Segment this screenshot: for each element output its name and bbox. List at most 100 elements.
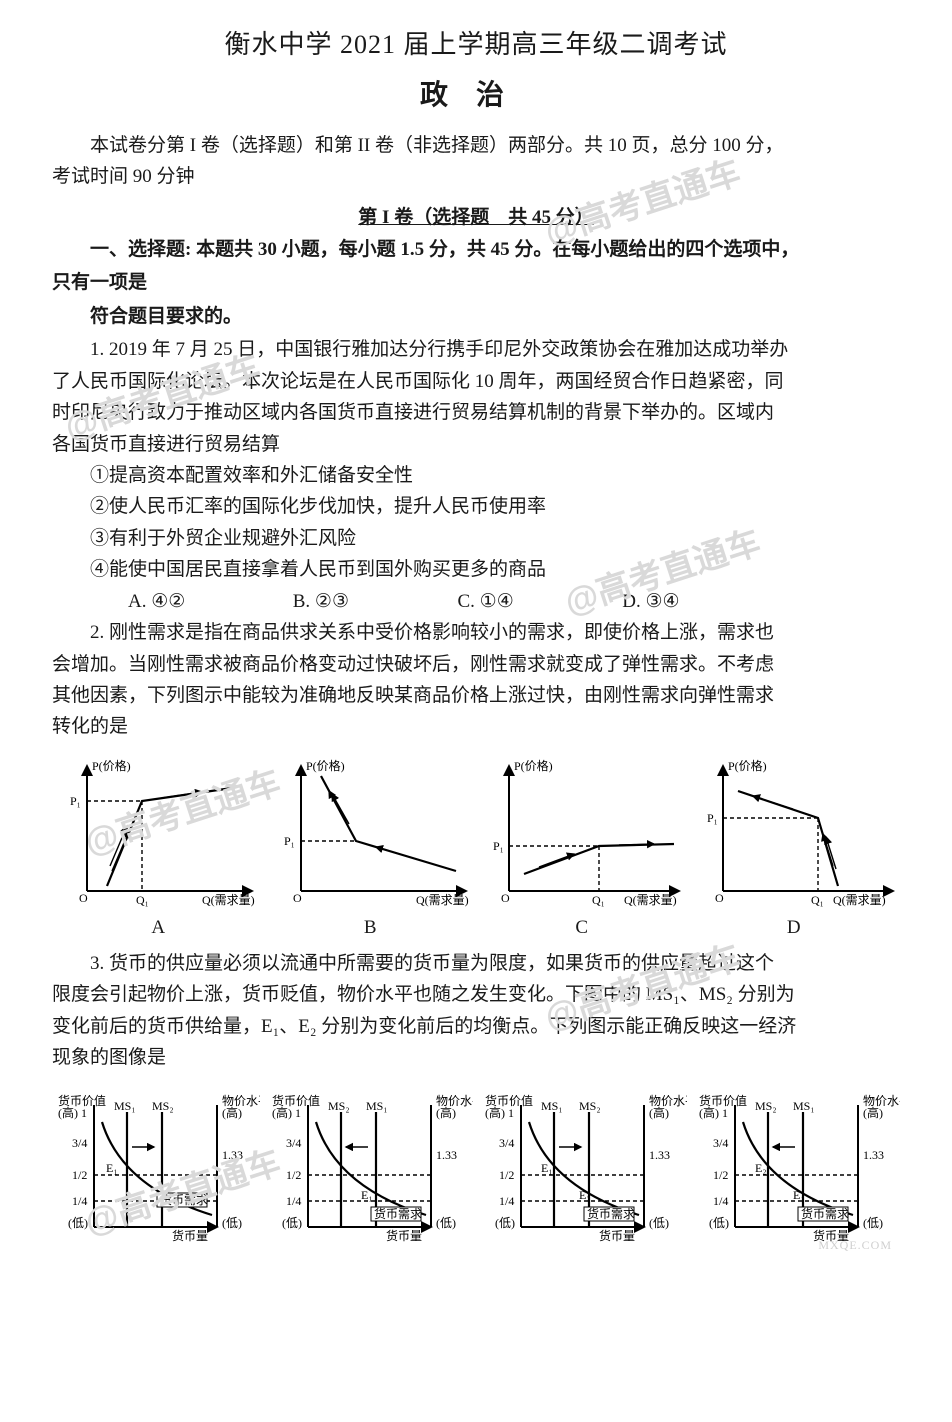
q2-stem: 其他因素，下列图示中能较为准确地反映某商品价格上涨过快，由刚性需求向弹性需求 xyxy=(52,681,900,710)
ms1: MS₁ xyxy=(541,1099,563,1113)
choice-d: D. ③④ xyxy=(584,587,744,616)
y-axis-label: P(价格) xyxy=(92,758,131,773)
right-hi: (高) xyxy=(222,1105,242,1120)
tick: 3/4 xyxy=(286,1136,301,1150)
q3-chart-4: 货币价值 (高) 1 物价水平 (高) 3/4 1/2 1/4 1.33 (低)… xyxy=(693,1087,901,1247)
exam-title: 衡水中学 2021 届上学期高三年级二调考试 xyxy=(52,24,900,61)
q3-stem: 限度会引起物价上涨，货币贬值，物价水平也随之发生变化。下图中的 MS₁、MS₂ … xyxy=(52,980,900,1009)
footer-watermark: MXQE.COM xyxy=(818,1238,892,1253)
tick: 1/4 xyxy=(72,1194,87,1208)
p1-label: P₁ xyxy=(70,794,81,808)
x-axis-label: Q(需求量) xyxy=(624,893,677,907)
p1-label: P₁ xyxy=(493,839,504,853)
origin-label: O xyxy=(79,891,88,905)
right-hi: (高) xyxy=(649,1105,669,1120)
tick-r: 1.33 xyxy=(649,1148,670,1162)
tick: 3/4 xyxy=(713,1136,728,1150)
intro-line: 本试卷分第 I 卷（选择题）和第 II 卷（非选择题）两部分。共 10 页，总分… xyxy=(52,131,900,160)
tick: 1/4 xyxy=(286,1194,301,1208)
tick: 1/2 xyxy=(713,1168,728,1182)
choice-b: B. ②③ xyxy=(255,587,415,616)
right-lo: (低) xyxy=(863,1216,883,1230)
q2-charts: P(价格) Q(需求量) O P₁ Q₁ P(价格) Q(需求量) O P₁ xyxy=(52,756,900,911)
left-lo: (低) xyxy=(68,1216,88,1230)
x-axis-label: Q(需求量) xyxy=(833,893,886,907)
x-label: 货币量 xyxy=(599,1228,635,1243)
left-hi: (高) 1 xyxy=(485,1105,514,1120)
ms2: MS₂ xyxy=(152,1099,174,1113)
x-label: 货币量 xyxy=(386,1228,422,1243)
left-lo: (低) xyxy=(282,1216,302,1230)
label-c: C xyxy=(575,917,588,939)
subject-title: 政治 xyxy=(52,73,900,113)
q1-option-2: ②使人民币汇率的国际化步伐加快，提升人民币使用率 xyxy=(52,492,900,521)
q2-stem: 2. 刚性需求是指在商品供求关系中受价格影响较小的需求，即使价格上涨，需求也 xyxy=(52,618,900,647)
p1-label: P₁ xyxy=(284,834,295,848)
right-hi: (高) xyxy=(436,1105,456,1120)
demand-label: 货币需求 xyxy=(160,1192,208,1207)
q1-label: Q₁ xyxy=(811,893,824,907)
q1-stem: 时印尼央行致力于推动区域内各国货币直接进行贸易结算机制的背景下举办的。区域内 xyxy=(52,398,900,427)
tick: 1/2 xyxy=(286,1168,301,1182)
demand-label: 货币需求 xyxy=(374,1206,422,1221)
q3-chart-2: 货币价值 (高) 1 物价水平 (高) 3/4 1/2 1/4 1.33 (低)… xyxy=(266,1087,474,1247)
q1-option-3: ③有利于外贸企业规避外汇风险 xyxy=(52,524,900,553)
left-hi: (高) 1 xyxy=(699,1105,728,1120)
q1-label: Q₁ xyxy=(592,893,605,907)
instructions-line: 只有一项是 xyxy=(52,268,900,297)
section-1-heading: 第 I 卷（选择题 共 45 分） xyxy=(52,202,900,229)
q1-option-1: ①提高资本配置效率和外汇储备安全性 xyxy=(52,461,900,490)
origin-label: O xyxy=(501,891,510,905)
exam-page: @高考直通车 @高考直通车 @高考直通车 @高考直通车 @高考直通车 @高考直通… xyxy=(0,0,952,1259)
tick: 1/4 xyxy=(499,1194,514,1208)
q1-stem: 各国货币直接进行贸易结算 xyxy=(52,430,900,459)
ms2: MS₂ xyxy=(755,1099,777,1113)
e1: E₁ xyxy=(541,1161,553,1175)
demand-label: 货币需求 xyxy=(587,1206,635,1221)
y-axis-label: P(价格) xyxy=(514,758,553,773)
p1-label: P₁ xyxy=(707,811,718,825)
origin-label: O xyxy=(293,891,302,905)
e1: E₁ xyxy=(361,1188,373,1202)
tick: 3/4 xyxy=(72,1136,87,1150)
left-lo: (低) xyxy=(709,1216,729,1230)
tick: 1/2 xyxy=(72,1168,87,1182)
tick: 1/4 xyxy=(713,1194,728,1208)
q1-choices: A. ④② B. ②③ C. ①④ D. ③④ xyxy=(52,587,900,616)
q3-chart-3: 货币价值 (高) 1 物价水平 (高) 3/4 1/2 1/4 1.33 (低)… xyxy=(479,1087,687,1247)
q1-option-4: ④能使中国居民直接拿着人民币到国外购买更多的商品 xyxy=(52,555,900,584)
right-lo: (低) xyxy=(222,1216,242,1230)
ms1: MS₁ xyxy=(793,1099,815,1113)
chart-c: P(价格) Q(需求量) O P₁ Q₁ xyxy=(479,756,687,911)
origin-label: O xyxy=(715,891,724,905)
label-d: D xyxy=(787,917,801,939)
e1: E₁ xyxy=(106,1161,118,1175)
demand-label: 货币需求 xyxy=(801,1206,849,1221)
q2-chart-labels: A B C D xyxy=(52,917,900,939)
left-lo: (低) xyxy=(495,1216,515,1230)
choice-c: C. ①④ xyxy=(420,587,580,616)
chart-a: P(价格) Q(需求量) O P₁ Q₁ xyxy=(52,756,260,911)
q3-charts: 货币价值 (高) 1 物价水平 (高) 3/4 1/2 1/4 1.33 (低)… xyxy=(52,1087,900,1247)
tick-r: 1.33 xyxy=(436,1148,457,1162)
e1: E₁ xyxy=(793,1188,805,1202)
label-b: B xyxy=(364,917,377,939)
q3-stem: 现象的图像是 xyxy=(52,1043,900,1072)
left-hi: (高) 1 xyxy=(58,1105,87,1120)
right-lo: (低) xyxy=(649,1216,669,1230)
exam-intro: 本试卷分第 I 卷（选择题）和第 II 卷（非选择题）两部分。共 10 页，总分… xyxy=(52,131,900,192)
tick-r: 1.33 xyxy=(222,1148,243,1162)
e2: E₂ xyxy=(579,1188,591,1202)
y-axis-label: P(价格) xyxy=(728,758,767,773)
ms2: MS₂ xyxy=(579,1099,601,1113)
right-hi: (高) xyxy=(863,1105,883,1120)
instructions-line: 符合题目要求的。 xyxy=(52,302,900,331)
question-2: 2. 刚性需求是指在商品供求关系中受价格影响较小的需求，即使价格上涨，需求也 会… xyxy=(52,618,900,742)
question-1: 1. 2019 年 7 月 25 日，中国银行雅加达分行携手印尼外交政策协会在雅… xyxy=(52,335,900,616)
instructions-line: 一、选择题: 本题共 30 小题，每小题 1.5 分，共 45 分。在每小题给出… xyxy=(52,235,900,264)
q1-stem: 了人民币国际化论坛。本次论坛是在人民币国际化 10 周年，两国经贸合作日趋紧密，… xyxy=(52,367,900,396)
y-axis-label: P(价格) xyxy=(306,758,345,773)
tick-r: 1.33 xyxy=(863,1148,884,1162)
tick: 1/2 xyxy=(499,1168,514,1182)
q1-label: Q₁ xyxy=(136,893,149,907)
